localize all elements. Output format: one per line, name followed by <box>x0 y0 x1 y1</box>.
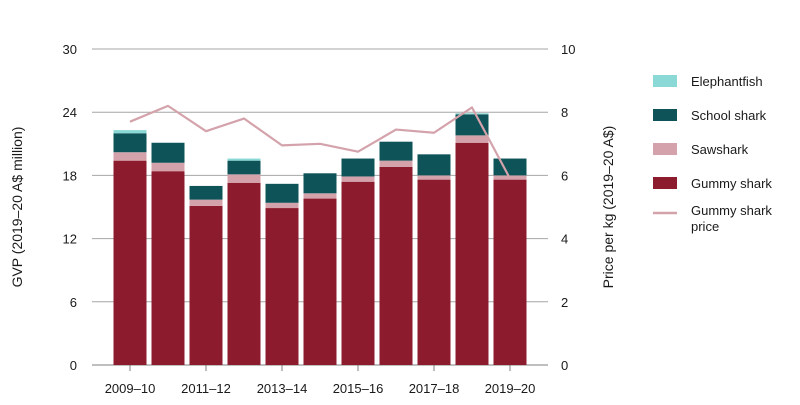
bar-segment-sawshark <box>455 135 489 143</box>
bar-segment-gummy-shark <box>341 181 375 365</box>
bar-segment-sawshark <box>265 202 299 209</box>
legend-label: Sawshark <box>691 142 749 157</box>
bar-segment-gummy-shark <box>189 205 223 365</box>
y-right-tick-label: 4 <box>561 232 568 247</box>
legend-label-line2: price <box>691 219 719 234</box>
bar-segment-sawshark <box>341 176 375 182</box>
y-right-tick-label: 8 <box>561 105 568 120</box>
bar-segment-elephantfish <box>113 130 147 134</box>
legend-label: School shark <box>691 108 767 123</box>
bar-segment-school-shark <box>455 114 489 136</box>
bar-segment-gummy-shark <box>417 179 451 365</box>
bar-segment-gummy-shark <box>227 182 261 365</box>
legend-swatch <box>653 75 677 87</box>
x-tick-label: 2015–16 <box>333 381 384 396</box>
bar-segment-school-shark <box>227 160 261 175</box>
line-layer <box>129 104 511 180</box>
bar-segment-school-shark <box>493 158 527 176</box>
x-tick-label: 2011–12 <box>181 381 231 396</box>
bar-segment-sawshark <box>379 160 413 167</box>
y-left-tick-label: 0 <box>70 358 77 373</box>
legend-swatch <box>653 109 677 121</box>
bar-segment-elephantfish <box>227 158 261 161</box>
bar-segment-sawshark <box>227 174 261 183</box>
bar-segment-sawshark <box>417 175 451 180</box>
bar-segment-school-shark <box>379 141 413 161</box>
x-tick-label: 2017–18 <box>409 381 460 396</box>
bar-segment-gummy-shark <box>455 142 489 365</box>
bars-layer <box>113 113 527 365</box>
x-tick-label: 2019–20 <box>485 381 536 396</box>
bar-segment-gummy-shark <box>303 198 337 365</box>
bar-segment-gummy-shark <box>265 208 299 365</box>
bar-segment-gummy-shark <box>113 160 147 365</box>
y-right-tick-label: 2 <box>561 295 568 310</box>
y-right-tick-label: 0 <box>561 358 568 373</box>
bar-segment-elephantfish <box>455 113 489 115</box>
legend-label: Elephantfish <box>691 74 763 89</box>
bar-segment-sawshark <box>189 199 223 206</box>
legend-swatch <box>653 143 677 155</box>
bar-segment-school-shark <box>341 158 375 177</box>
y-left-tick-label: 18 <box>63 168 77 183</box>
y-left-tick-label: 24 <box>63 105 77 120</box>
legend: Elephantfish School shark Sawshark Gummy sh… <box>653 74 772 234</box>
bar-segment-school-shark <box>303 173 337 194</box>
legend-label: Gummy shark <box>691 203 772 218</box>
legend-swatch <box>653 177 677 189</box>
bar-segment-school-shark <box>151 142 185 163</box>
y-left-tick-label: 12 <box>63 232 77 247</box>
bar-segment-gummy-shark <box>151 171 185 365</box>
y-left-tick-label: 6 <box>70 295 77 310</box>
bar-segment-sawshark <box>303 193 337 199</box>
price-line <box>129 104 511 180</box>
y-axis-right-title: Price per kg (2019–20 A$) <box>600 126 616 289</box>
y-axis-left-title: GVP (2019–20 A$ million) <box>9 127 25 288</box>
x-tick-label: 2013–14 <box>257 381 308 396</box>
bar-segment-school-shark <box>189 185 223 200</box>
bar-segment-gummy-shark <box>493 179 527 365</box>
bar-segment-school-shark <box>113 133 147 153</box>
y-right-tick-label: 10 <box>561 42 575 57</box>
y-left-tick-label: 30 <box>63 42 77 57</box>
x-tick-label: 2009–10 <box>105 381 156 396</box>
y-right-tick-label: 6 <box>561 168 568 183</box>
bar-segment-school-shark <box>265 183 299 203</box>
bar-segment-school-shark <box>417 154 451 176</box>
bar-segment-gummy-shark <box>379 166 413 365</box>
bar-segment-sawshark <box>151 162 185 172</box>
bar-segment-sawshark <box>113 152 147 161</box>
legend-label: Gummy shark <box>691 176 772 191</box>
